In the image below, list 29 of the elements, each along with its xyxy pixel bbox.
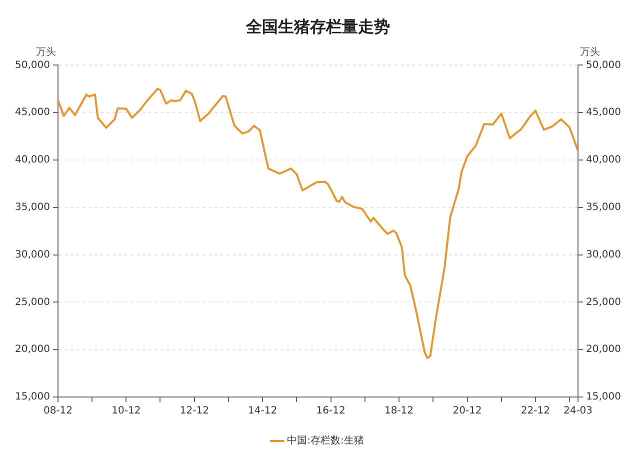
y2-tick-label: 20,000 [586, 344, 622, 356]
y-tick-label: 20,000 [14, 344, 50, 356]
y2-tick-label: 45,000 [586, 107, 622, 118]
y2-tick-label: 35,000 [586, 202, 622, 213]
y-tick-label: 30,000 [14, 249, 50, 260]
y2-tick-label: 40,000 [586, 154, 622, 166]
y2-tick-label: 25,000 [586, 296, 622, 308]
y2-tick-label: 30,000 [586, 249, 622, 260]
y2-axis-title: 万头 [580, 46, 600, 58]
y2-tick-label: 15,000 [586, 392, 622, 403]
x-tick-label: 20-12 [452, 406, 482, 417]
y2-tick-label: 50,000 [586, 60, 622, 71]
y-tick-label: 45,000 [14, 107, 50, 118]
y-axis-title: 万头 [36, 46, 56, 58]
x-tick-label: 08-12 [43, 406, 73, 417]
x-tick-label: 22-12 [520, 406, 550, 417]
y-tick-label: 35,000 [14, 202, 50, 213]
y-tick-label: 15,000 [14, 392, 50, 403]
x-tick-label: 10-12 [112, 406, 141, 417]
legend-label: 中国:存栏数:生猪 [287, 434, 364, 447]
x-tick-label: 16-12 [316, 406, 346, 417]
x-tick-label: 14-12 [248, 406, 278, 417]
x-tick-label: 18-12 [384, 406, 414, 417]
y-tick-label: 25,000 [14, 296, 50, 308]
y-tick-label: 50,000 [14, 60, 50, 71]
y-tick-label: 40,000 [14, 154, 50, 166]
chart-title: 全国生猪存栏量走势 [245, 16, 390, 36]
x-tick-label: 12-12 [180, 406, 209, 417]
x-tick-label: 24-03 [563, 406, 593, 417]
